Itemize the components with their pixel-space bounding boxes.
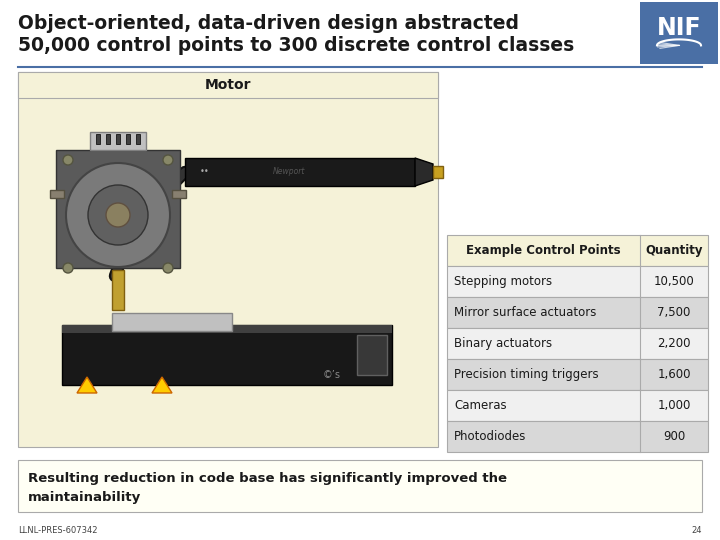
Bar [447,297,708,328]
Text: ••: •• [200,167,210,177]
Text: 1,600: 1,600 [657,368,690,381]
Polygon shape [152,377,172,393]
Bar [357,335,387,375]
Bar [56,150,180,268]
Bar [433,166,443,178]
Circle shape [63,155,73,165]
Bar [106,134,110,144]
Bar [18,460,702,512]
Text: 1,000: 1,000 [657,399,690,412]
Circle shape [88,185,148,245]
Bar [116,134,120,144]
Text: 24: 24 [691,526,702,535]
Text: ©’s: ©’s [323,370,341,380]
Bar [640,2,718,64]
Bar [62,325,392,385]
Text: Example Control Points: Example Control Points [466,244,621,257]
Bar [112,270,124,310]
Bar [447,266,708,297]
Text: Binary actuators: Binary actuators [454,337,552,350]
Text: Resulting reduction in code base has significantly improved the: Resulting reduction in code base has sig… [28,472,507,485]
Text: LLNL-PRES-607342: LLNL-PRES-607342 [18,526,97,535]
Text: NIF: NIF [657,16,701,40]
Polygon shape [415,158,433,186]
Text: Mirror surface actuators: Mirror surface actuators [454,306,596,319]
Text: Motor: Motor [204,78,251,92]
Text: Stepping motors: Stepping motors [454,275,552,288]
Text: Quantity: Quantity [645,244,703,257]
Bar [18,72,438,98]
Text: Photodiodes: Photodiodes [454,430,526,443]
Text: Precision timing triggers: Precision timing triggers [454,368,598,381]
Circle shape [163,263,173,273]
Bar [90,132,146,150]
Bar [50,190,64,198]
Bar [447,328,708,359]
Circle shape [106,203,130,227]
Bar [447,359,708,390]
Bar [96,134,100,144]
Bar [185,158,415,186]
Text: Cameras: Cameras [454,399,507,412]
Bar [126,134,130,144]
Text: 50,000 control points to 300 discrete control classes: 50,000 control points to 300 discrete co… [18,36,575,55]
Bar [172,190,186,198]
Bar [136,134,140,144]
Text: Newport: Newport [272,167,305,177]
Bar [18,72,438,447]
Text: Object-oriented, data-driven design abstracted: Object-oriented, data-driven design abst… [18,14,519,33]
Circle shape [63,263,73,273]
Bar [447,235,708,266]
Circle shape [163,155,173,165]
Circle shape [66,163,170,267]
Text: 7,500: 7,500 [657,306,690,319]
Text: 900: 900 [663,430,685,443]
Bar [447,390,708,421]
Text: 10,500: 10,500 [654,275,694,288]
Text: 2,200: 2,200 [657,337,690,350]
Text: maintainability: maintainability [28,491,141,504]
Bar [62,325,392,333]
Bar [447,421,708,452]
Polygon shape [77,377,97,393]
Bar [112,313,232,331]
